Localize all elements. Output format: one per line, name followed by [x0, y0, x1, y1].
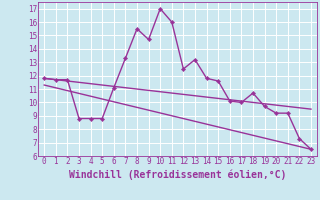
X-axis label: Windchill (Refroidissement éolien,°C): Windchill (Refroidissement éolien,°C): [69, 169, 286, 180]
